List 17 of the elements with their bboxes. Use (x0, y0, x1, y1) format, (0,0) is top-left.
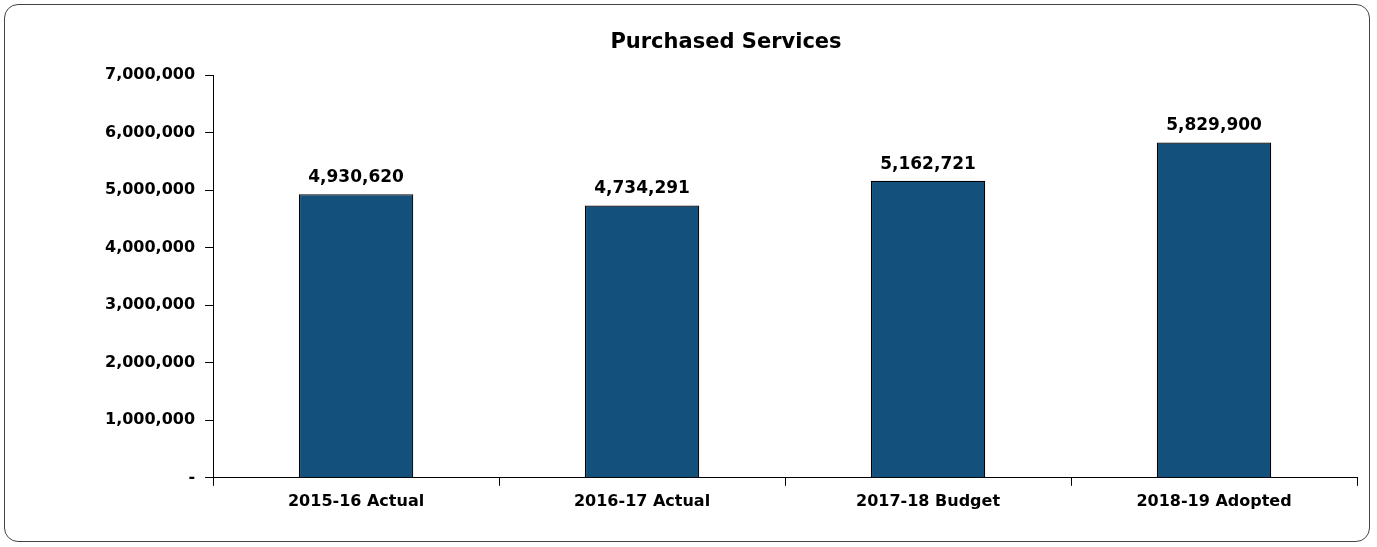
y-tick-label: 6,000,000 (104, 121, 196, 141)
y-tick-label: 5,000,000 (104, 179, 196, 199)
data-label: 4,930,620 (308, 166, 405, 187)
x-tick-label: 2018-19 Adopted (1136, 490, 1292, 510)
y-tick-label: 3,000,000 (104, 294, 196, 314)
chart-title: Purchased Services (610, 29, 842, 54)
data-label: 5,162,721 (880, 152, 976, 173)
y-tick-label: 4,000,000 (104, 236, 196, 256)
data-label: 4,734,291 (594, 177, 690, 198)
x-tick-label: 2017-18 Budget (856, 490, 1001, 510)
y-tick-label: - (188, 466, 196, 486)
y-tick-label: 7,000,000 (104, 64, 196, 84)
x-tick-label: 2016-17 Actual (573, 490, 711, 510)
y-tick-label: 2,000,000 (104, 351, 196, 371)
data-label: 5,829,900 (1166, 114, 1263, 135)
y-tick-label: 1,000,000 (104, 409, 196, 429)
x-tick-label: 2015-16 Actual (287, 490, 425, 510)
